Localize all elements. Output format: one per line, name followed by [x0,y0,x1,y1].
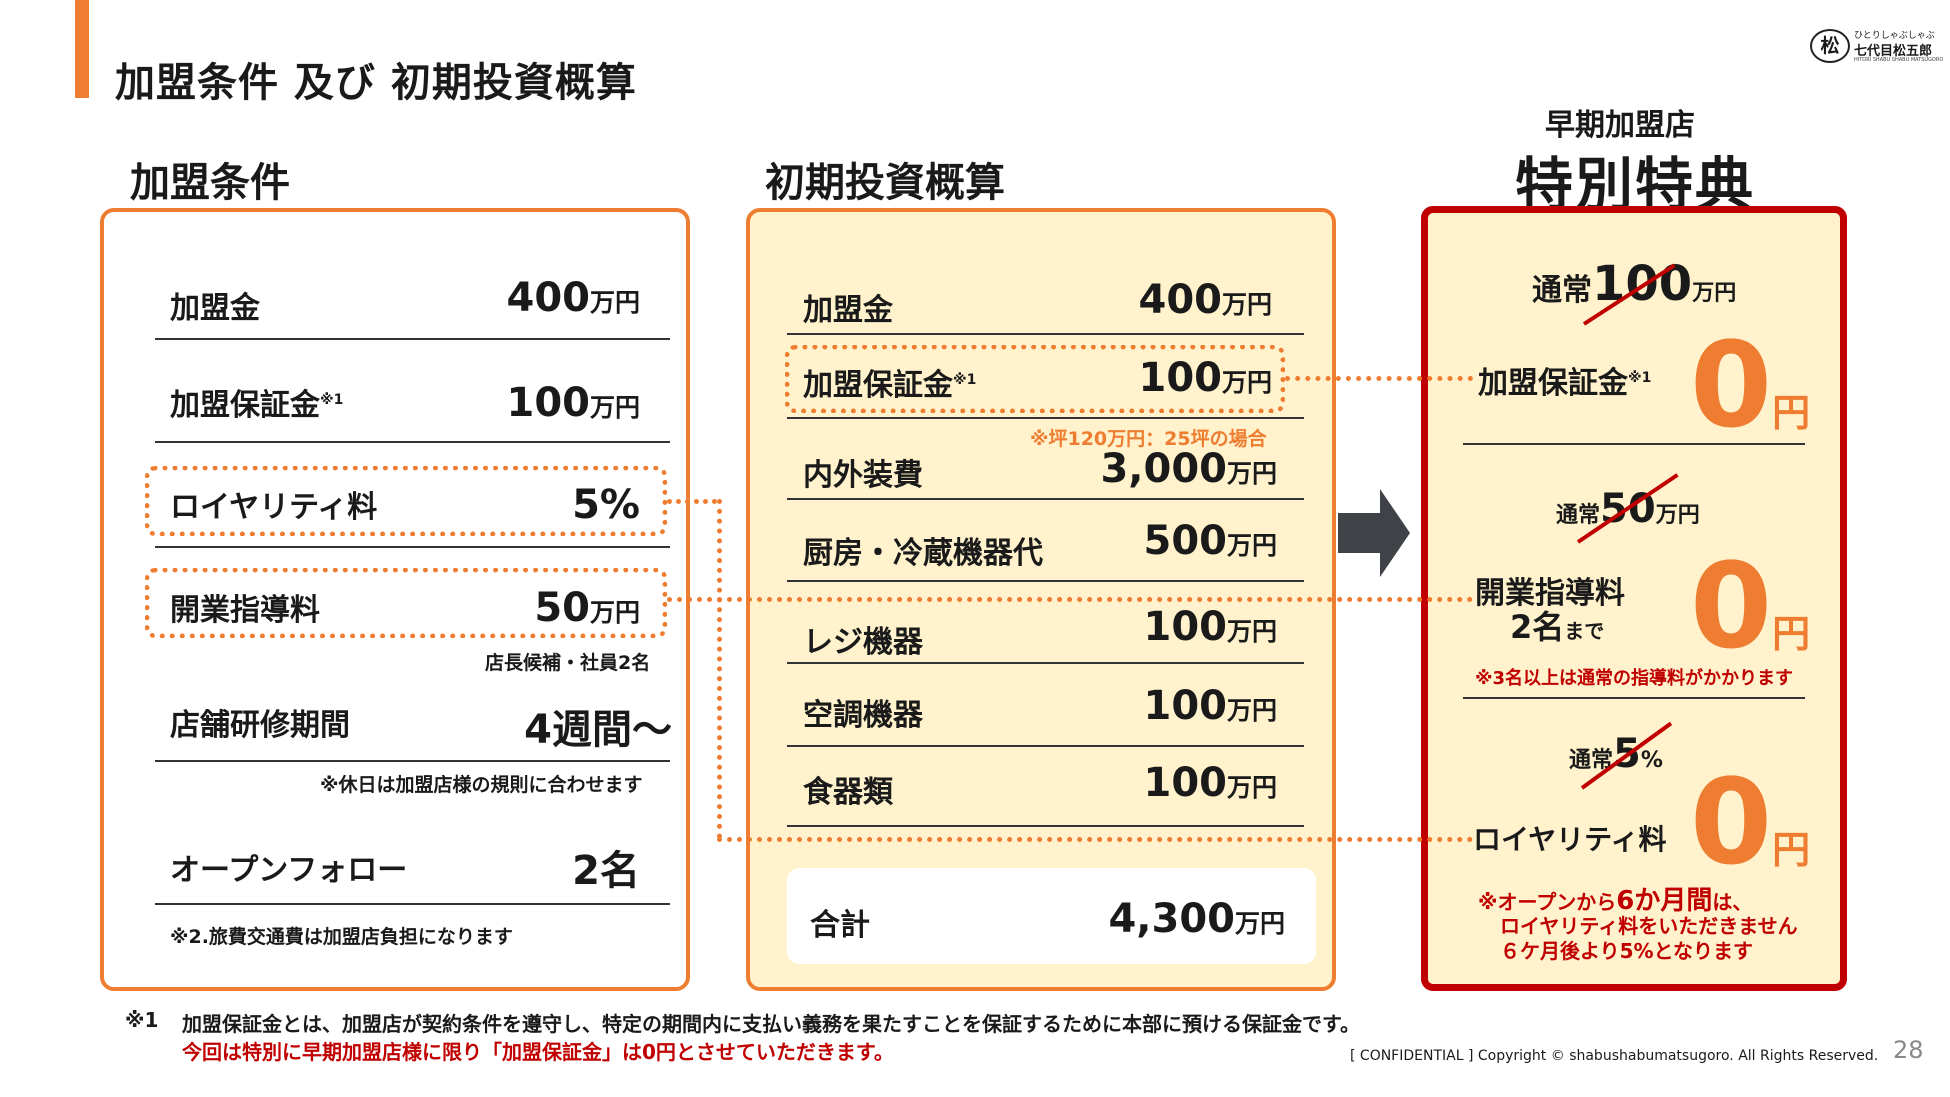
copyright: [ CONFIDENTIAL ] Copyright © shabushabum… [1350,1048,1879,1064]
inv-value-dishes: 100万円 [1143,760,1277,806]
divider [155,338,670,340]
investment-heading: 初期投資概算 [765,160,1005,206]
cond-value-royalty: 5% [572,482,640,528]
cond-value-fee: 400万円 [506,275,640,321]
special-zero-royalty: 0円 [1690,753,1811,891]
inv-total-label: 合計 [810,908,870,943]
cond-value-follow: 2名 [572,848,640,894]
cond-note-training: ※休日は加盟店様の規則に合わせます [320,774,643,796]
divider [155,903,670,905]
special-zero-guidance: 0円 [1690,537,1811,675]
inv-label-interior: 内外装費 [803,458,923,493]
divider [155,441,670,443]
special-zero-deposit: 0円 [1690,316,1811,454]
inv-value-aircon: 100万円 [1143,683,1277,729]
logo-tagline: HITORI SHABU SHABU MATSUGORO [1854,57,1944,63]
footnote-mark: ※1 [125,1008,159,1032]
special-note-royalty-line3: ６ケ月後より5%となります [1500,939,1753,963]
page-title: 加盟条件 及び 初期投資概算 [115,60,637,106]
cond-label-guidance: 開業指導料 [170,593,320,628]
inv-label-aircon: 空調機器 [803,698,923,733]
special-note-royalty-line1: ※オープンから6か月間は、 [1478,886,1753,916]
arrow-right-icon [1338,489,1410,577]
divider [155,546,670,548]
inv-value-deposit: 100万円 [1138,355,1272,401]
cond-value-deposit: 100万円 [506,380,640,426]
divider [787,825,1304,827]
divider [1463,697,1805,699]
inv-value-kitchen: 500万円 [1143,518,1277,564]
royalty-highlight-box [145,466,667,536]
special-label-guidance: 開業指導料 [1475,576,1625,611]
guidance-highlight-box [145,568,667,638]
cond-label-training: 店舗研修期間 [170,708,350,743]
connector-royalty-start [667,499,717,504]
special-normal-deposit: 通常100万円 [1532,256,1737,312]
deposit-highlight-box [785,345,1285,413]
connector-royalty-vertical [717,499,722,839]
logo-kana: ひとりしゃぶしゃぶ [1854,31,1935,41]
divider [1463,443,1805,445]
special-subheading: 早期加盟店 [1545,108,1695,143]
cond-value-training: 4週間～ [524,707,672,753]
inv-label-dishes: 食器類 [803,775,893,810]
special-note-guidance: ※3名以上は通常の指導料がかかります [1475,668,1794,689]
logo-symbol: 松 [1810,29,1850,63]
cond-note-guidance: 店長候補・社員2名 [485,652,651,674]
inv-value-fee: 400万円 [1138,277,1272,323]
cond-note-follow: ※2.旅費交通費は加盟店負担になります [170,926,513,948]
divider [787,745,1304,747]
connector-deposit [1285,376,1473,381]
cond-value-guidance: 50万円 [534,585,640,631]
connector-guidance [667,597,1473,602]
divider [787,498,1304,500]
inv-value-interior: 3,000万円 [1100,446,1277,492]
special-label-deposit: 加盟保証金※1 [1478,366,1652,401]
title-accent-bar [75,0,89,98]
divider [155,760,670,762]
divider [787,580,1304,582]
connector-royalty-end [717,837,1473,842]
total-box [787,868,1316,964]
cond-label-deposit: 加盟保証金※1 [170,388,344,423]
special-note-royalty-line2: ロイヤリティ料をいただきません [1500,914,1798,938]
inv-label-deposit: 加盟保証金※1 [803,368,977,403]
divider [787,662,1304,664]
divider [787,333,1304,335]
cond-label-fee: 加盟金 [170,291,260,326]
footnote-line1: 加盟保証金とは、加盟店が契約条件を遵守し、特定の期間内に支払い義務を果たすことを… [182,1012,1360,1036]
cond-label-follow: オープンフォロー [170,853,408,888]
company-logo: 松 ひとりしゃぶしゃぶ 七代目松五郎 HITORI SHABU SHABU MA… [1810,24,1943,64]
divider [787,417,1304,419]
conditions-heading: 加盟条件 [130,160,290,206]
cond-label-royalty: ロイヤリティ料 [170,490,378,525]
inv-value-register: 100万円 [1143,604,1277,650]
inv-label-fee: 加盟金 [803,293,893,328]
logo-name: 七代目松五郎 [1854,44,1933,59]
inv-label-kitchen: 厨房・冷蔵機器代 [803,536,1043,571]
page-number: 28 [1893,1036,1924,1064]
footnote-line2: 今回は特別に早期加盟店様に限り「加盟保証金」は0円とさせていただきます。 [182,1040,894,1064]
special-label-guidance-limit: 2名まで [1510,608,1605,646]
inv-note-interior: ※坪120万円：25坪の場合 [1030,428,1267,450]
special-label-royalty: ロイヤリティ料 [1473,823,1667,856]
inv-label-register: レジ機器 [803,625,923,660]
inv-total-value: 4,300万円 [1108,896,1285,942]
